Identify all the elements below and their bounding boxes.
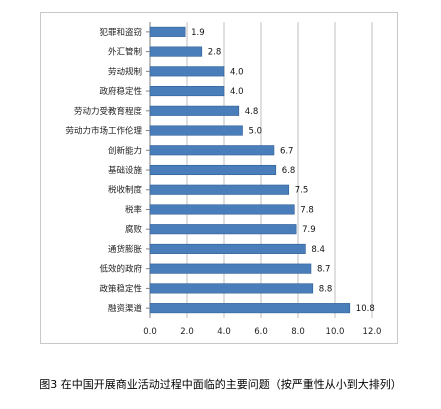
x-tick-label: 6.0 bbox=[254, 327, 268, 337]
category-label: 劳动力受教育程度 bbox=[74, 106, 143, 117]
data-label: 7.8 bbox=[300, 205, 314, 215]
bar bbox=[149, 164, 277, 176]
data-label: 7.5 bbox=[295, 186, 309, 196]
x-tick-label: 2.0 bbox=[180, 327, 194, 337]
bar bbox=[149, 303, 351, 314]
data-label: 8.7 bbox=[317, 265, 331, 275]
category-label: 劳动规制 bbox=[108, 66, 142, 77]
category-label: 税率 bbox=[125, 204, 143, 215]
data-label: 5.0 bbox=[249, 127, 263, 137]
bar bbox=[149, 243, 306, 254]
bar bbox=[149, 86, 225, 97]
data-label: 1.9 bbox=[191, 28, 205, 38]
category-label: 通货膨胀 bbox=[108, 244, 143, 255]
figure-caption: 图3 在中国开展商业活动过程中面临的主要问题（按严重性从小到大排列） bbox=[39, 378, 402, 391]
bar bbox=[149, 204, 295, 215]
bar bbox=[149, 224, 297, 235]
bar bbox=[149, 125, 243, 136]
category-label: 创新能力 bbox=[108, 145, 142, 156]
bar bbox=[149, 184, 290, 195]
data-label: 8.8 bbox=[319, 284, 333, 294]
data-label: 6.8 bbox=[282, 166, 296, 176]
category-label: 政策稳定性 bbox=[99, 283, 142, 294]
category-label: 劳动力市场工作伦理 bbox=[65, 126, 142, 137]
category-label: 腐败 bbox=[125, 224, 143, 235]
bar bbox=[149, 105, 240, 116]
data-label: 8.4 bbox=[311, 245, 325, 255]
bar bbox=[149, 263, 312, 274]
category-label: 外汇管制 bbox=[108, 47, 142, 58]
bar bbox=[149, 283, 314, 294]
data-label: 2.8 bbox=[208, 48, 222, 58]
data-label: 6.7 bbox=[280, 146, 294, 156]
x-tick-label: 0.0 bbox=[143, 327, 157, 337]
category-label: 基础设施 bbox=[108, 165, 143, 176]
bar bbox=[149, 26, 186, 37]
x-tick-label: 10.0 bbox=[326, 327, 345, 337]
bar bbox=[149, 46, 203, 57]
x-tick-label: 12.0 bbox=[363, 327, 382, 337]
bar bbox=[149, 66, 225, 77]
x-tick-label: 4.0 bbox=[217, 327, 231, 337]
category-label: 融资渠道 bbox=[108, 303, 143, 314]
data-label: 4.8 bbox=[245, 107, 259, 117]
data-label: 7.9 bbox=[302, 225, 316, 235]
x-tick-label: 8.0 bbox=[291, 327, 305, 337]
data-label: 4.0 bbox=[230, 87, 244, 97]
category-label: 犯罪和盗窃 bbox=[99, 27, 142, 38]
category-label: 税收制度 bbox=[108, 185, 143, 196]
data-label: 4.0 bbox=[230, 67, 244, 77]
bar bbox=[149, 145, 275, 156]
data-label: 10.8 bbox=[356, 304, 375, 314]
category-label: 政府稳定性 bbox=[99, 86, 142, 97]
category-label: 低效的政府 bbox=[99, 264, 142, 275]
